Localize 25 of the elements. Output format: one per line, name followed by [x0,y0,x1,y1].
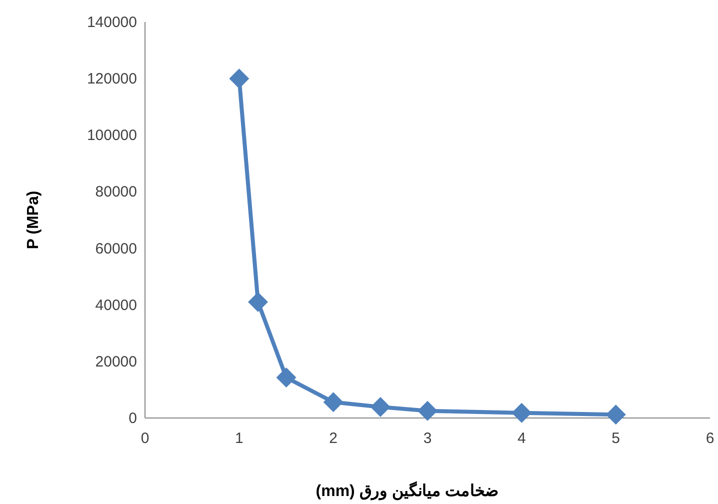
x-tick-label: 5 [612,430,620,447]
point [323,392,344,412]
x-tick-label: 2 [329,430,338,447]
y-tick-label: 80000 [95,184,137,201]
x-axis-title: ضخامت میانگین ورق (mm) [316,481,500,501]
x-tick-label: 3 [423,430,432,447]
y-tick-label: 100000 [86,127,137,144]
point [606,404,626,425]
y-tick-label: 60000 [95,240,137,258]
point [276,368,296,388]
point [229,68,250,89]
y-tick-label: 140000 [86,14,137,31]
y-tick-label: 120000 [86,70,137,88]
y-tick-label: 40000 [95,296,137,314]
point [418,400,438,421]
y-tick-label: 0 [128,410,137,427]
point [248,292,268,312]
x-tick-label: 0 [140,430,150,447]
point [370,396,390,417]
x-tick-label: 6 [706,430,714,447]
y-axis-title: P (MPa) [25,190,42,250]
x-tick-label: 1 [234,430,244,447]
x-tick-label: 4 [517,430,526,447]
y-tick-label: 20000 [95,353,137,370]
point [512,402,532,423]
